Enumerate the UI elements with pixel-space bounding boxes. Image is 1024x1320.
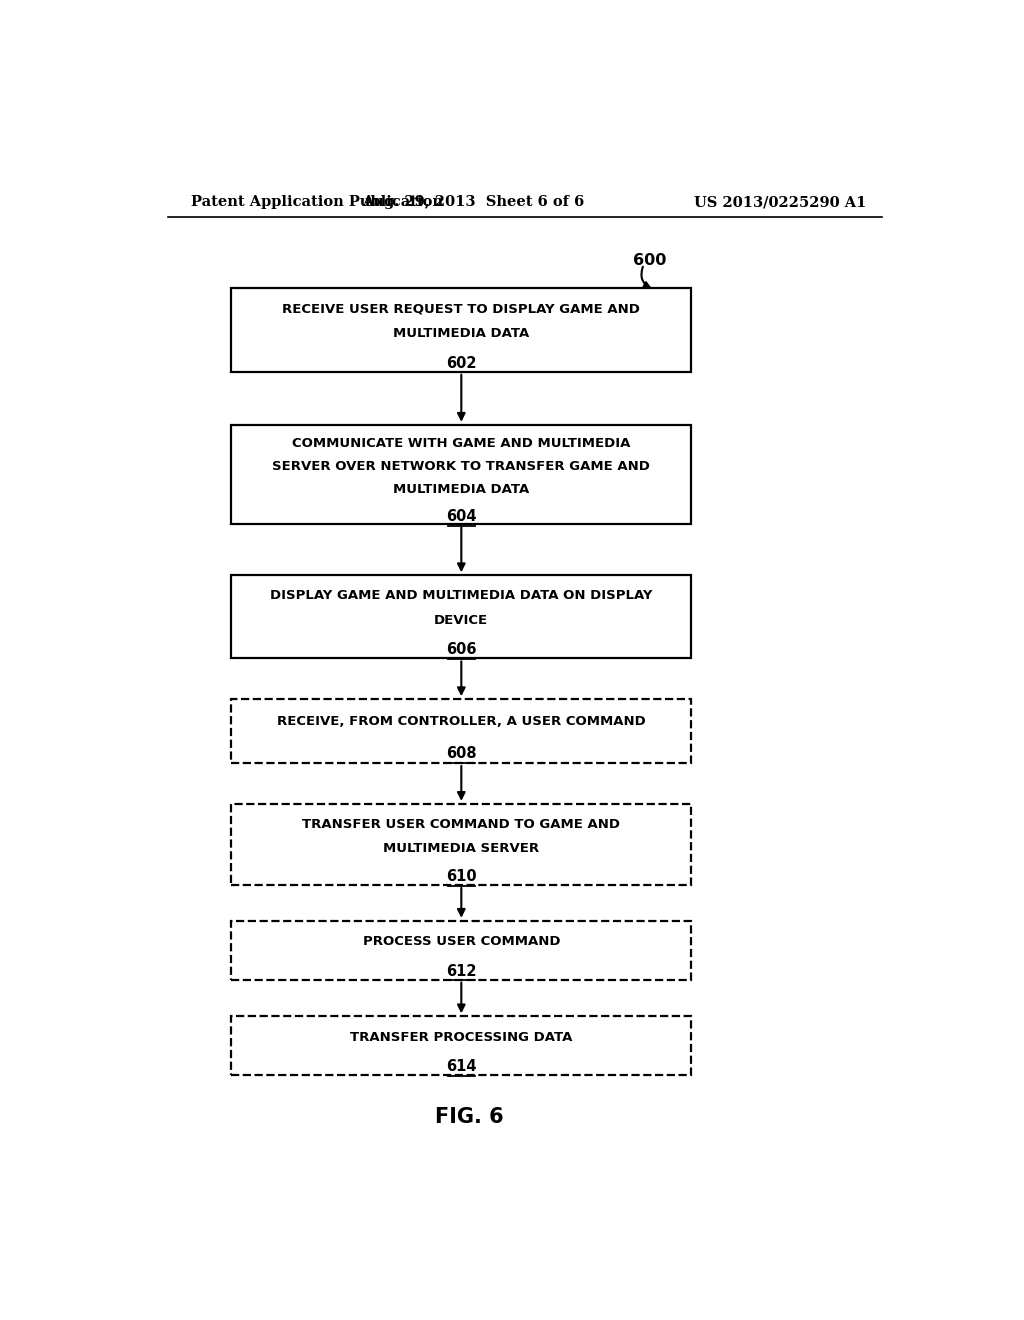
Text: 606: 606 <box>446 643 476 657</box>
Text: MULTIMEDIA DATA: MULTIMEDIA DATA <box>393 483 529 496</box>
Text: TRANSFER PROCESSING DATA: TRANSFER PROCESSING DATA <box>350 1031 572 1044</box>
Text: RECEIVE, FROM CONTROLLER, A USER COMMAND: RECEIVE, FROM CONTROLLER, A USER COMMAND <box>276 715 646 729</box>
Bar <box>231 921 691 979</box>
Text: FIG. 6: FIG. 6 <box>435 1107 504 1127</box>
Text: 608: 608 <box>446 746 476 762</box>
Text: DEVICE: DEVICE <box>434 614 488 627</box>
Text: RECEIVE USER REQUEST TO DISPLAY GAME AND: RECEIVE USER REQUEST TO DISPLAY GAME AND <box>283 302 640 315</box>
Text: 610: 610 <box>446 870 476 884</box>
Text: PROCESS USER COMMAND: PROCESS USER COMMAND <box>362 935 560 948</box>
Bar <box>231 1016 691 1076</box>
Bar <box>231 804 691 886</box>
Bar <box>231 576 691 659</box>
Text: US 2013/0225290 A1: US 2013/0225290 A1 <box>693 195 866 209</box>
Bar <box>231 700 691 763</box>
Text: MULTIMEDIA DATA: MULTIMEDIA DATA <box>393 327 529 341</box>
Text: 614: 614 <box>446 1059 476 1074</box>
Text: MULTIMEDIA SERVER: MULTIMEDIA SERVER <box>383 842 540 854</box>
Text: 604: 604 <box>446 510 476 524</box>
Text: 612: 612 <box>446 964 476 978</box>
Text: Aug. 29, 2013  Sheet 6 of 6: Aug. 29, 2013 Sheet 6 of 6 <box>362 195 585 209</box>
Bar <box>231 289 691 372</box>
Text: 602: 602 <box>446 356 476 371</box>
Text: SERVER OVER NETWORK TO TRANSFER GAME AND: SERVER OVER NETWORK TO TRANSFER GAME AND <box>272 461 650 473</box>
Text: COMMUNICATE WITH GAME AND MULTIMEDIA: COMMUNICATE WITH GAME AND MULTIMEDIA <box>292 437 631 450</box>
Text: 600: 600 <box>633 252 666 268</box>
Text: TRANSFER USER COMMAND TO GAME AND: TRANSFER USER COMMAND TO GAME AND <box>302 817 621 830</box>
Text: Patent Application Publication: Patent Application Publication <box>191 195 443 209</box>
Text: DISPLAY GAME AND MULTIMEDIA DATA ON DISPLAY: DISPLAY GAME AND MULTIMEDIA DATA ON DISP… <box>270 590 652 602</box>
Bar <box>231 425 691 524</box>
